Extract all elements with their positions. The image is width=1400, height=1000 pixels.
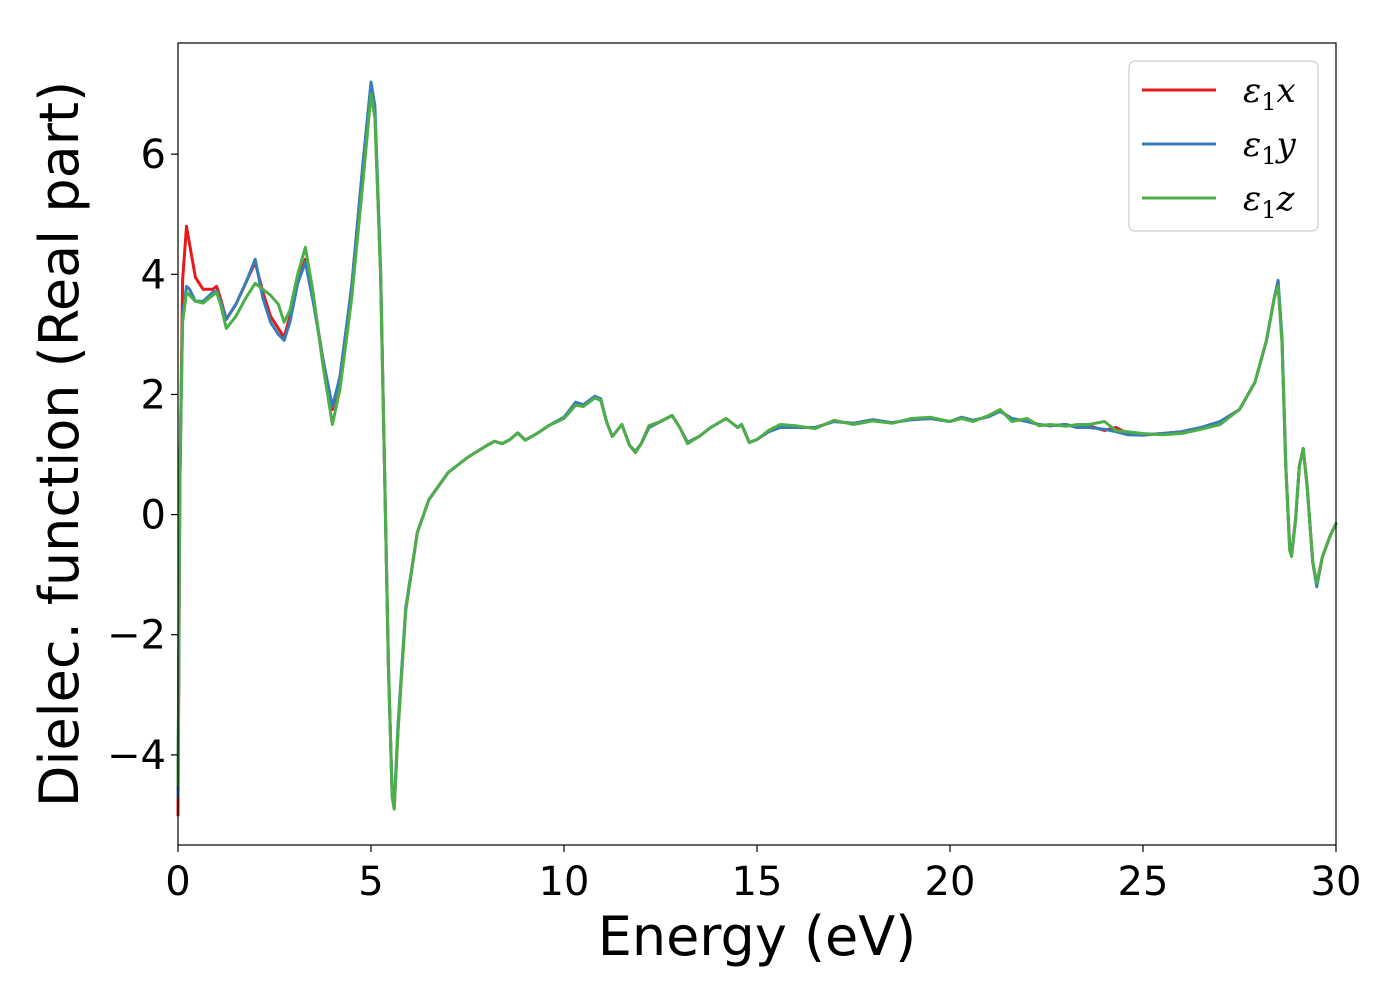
- y-axis-label: Dielec. function (Real part): [28, 81, 91, 807]
- x-tick-label: 5: [358, 859, 383, 905]
- legend-entry-label: ε1x: [1243, 71, 1296, 116]
- x-tick-label: 0: [165, 859, 190, 905]
- series-line-3: [176, 92, 1338, 811]
- series-layer: [176, 80, 1338, 817]
- legend-box: [1128, 60, 1319, 232]
- y-tick-label: −4: [107, 733, 166, 779]
- y-tick-label: 4: [141, 252, 166, 298]
- x-axis-ticks: 0 5 10 15 20 25 30: [165, 845, 1361, 905]
- y-tick-label: 2: [141, 372, 166, 418]
- x-tick-label: 25: [1118, 859, 1169, 905]
- y-tick-label: 6: [141, 132, 166, 178]
- x-tick-label: 30: [1311, 859, 1362, 905]
- y-axis-ticks: −4 −2 0 2 4 6: [107, 132, 178, 779]
- x-tick-label: 10: [539, 859, 590, 905]
- x-axis-label: Energy (eV): [598, 905, 917, 968]
- y-tick-label: −2: [107, 613, 166, 659]
- x-tick-label: 15: [732, 859, 783, 905]
- x-tick-label: 20: [925, 859, 976, 905]
- y-tick-label: 0: [141, 493, 166, 539]
